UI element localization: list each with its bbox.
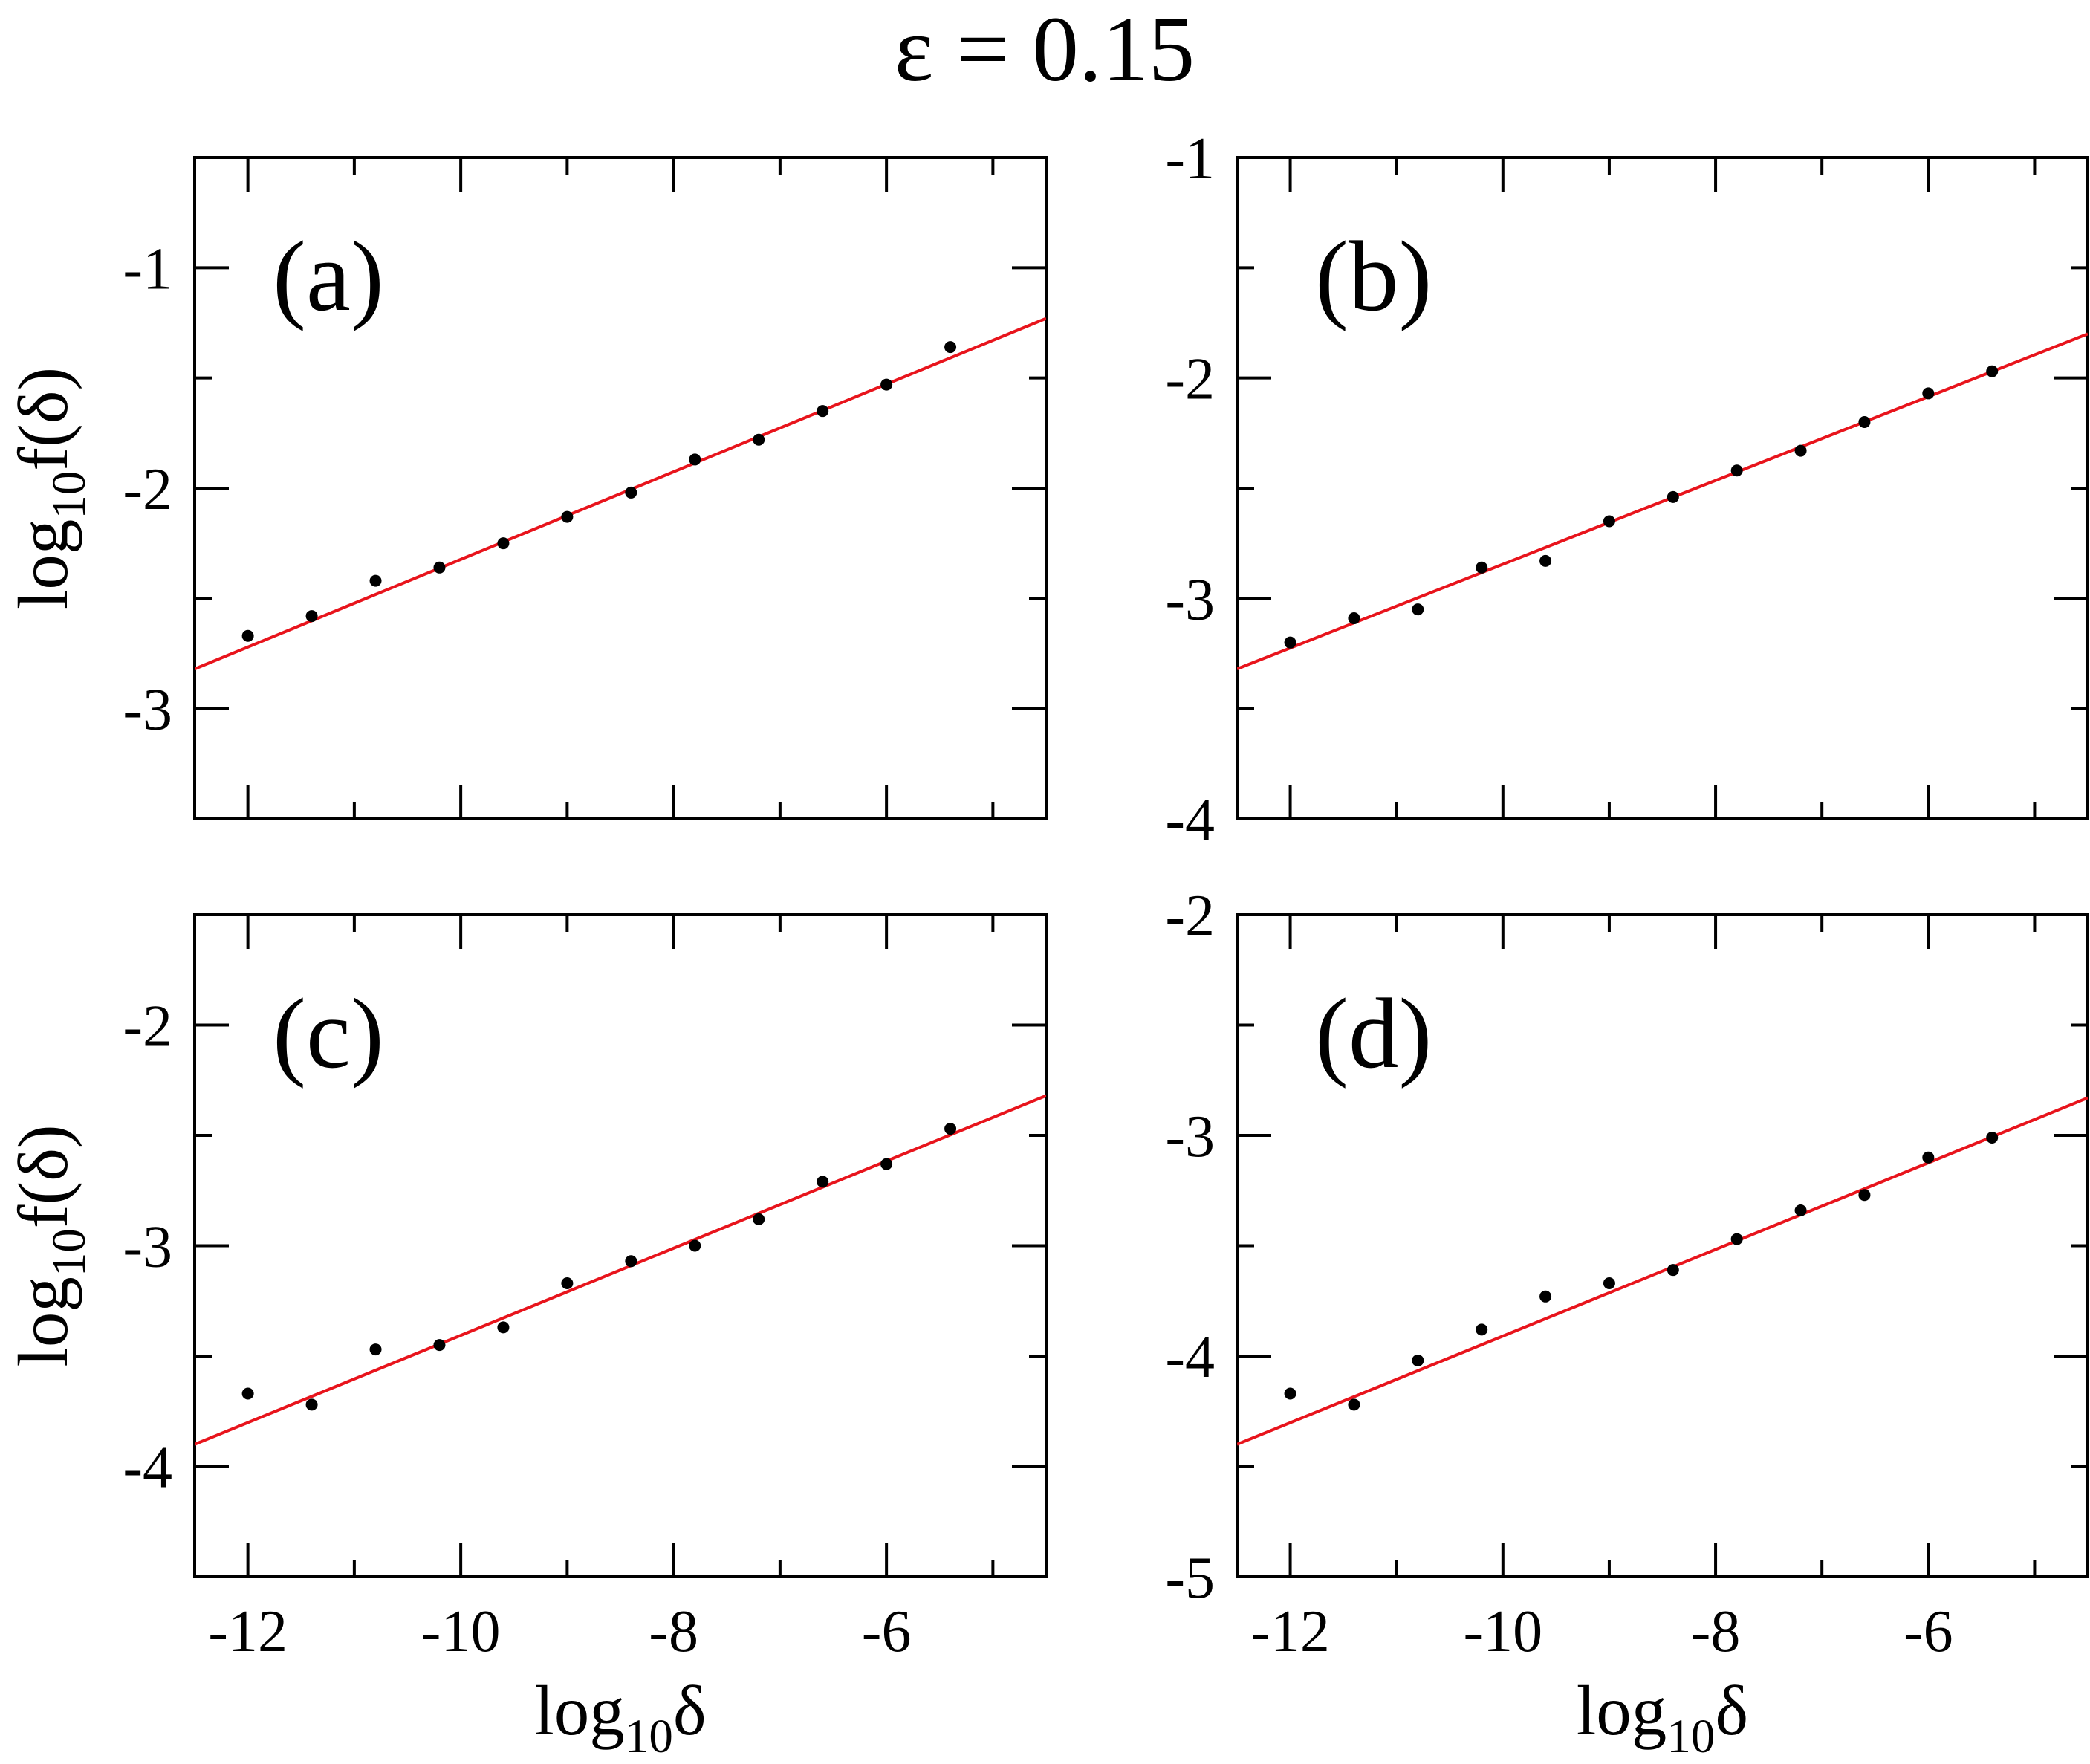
figure-title: ε = 0.15 <box>895 0 1195 101</box>
data-point <box>753 1213 765 1225</box>
panel-label: (a) <box>273 221 384 332</box>
data-point <box>1284 1387 1296 1400</box>
data-point <box>241 1387 254 1400</box>
data-point <box>1603 1277 1615 1289</box>
panel-b: -4 -3 -2 -1 (b) <box>1165 126 2089 853</box>
y-tick-label: -3 <box>1165 567 1215 632</box>
data-point <box>1667 490 1679 503</box>
plot-area <box>1237 1096 2088 1446</box>
data-point <box>1539 1290 1552 1303</box>
x-tick-label: -12 <box>1250 1599 1330 1664</box>
data-point <box>689 1239 701 1252</box>
data-point <box>817 405 829 418</box>
panel-d: -12 -10 -8 -6 -5 -4 -3 -2 (d) log10δ <box>1165 883 2089 1763</box>
y-axis-label: log10f(δ) <box>4 1124 96 1366</box>
data-point <box>433 561 446 574</box>
data-point <box>305 1398 318 1411</box>
y-tick-label: -5 <box>1165 1546 1215 1611</box>
data-point <box>1858 1189 1871 1202</box>
data-point <box>1476 1323 1488 1336</box>
x-axis-label: log10δ <box>1577 1671 1748 1763</box>
panel-c: -12 -10 -8 -6 -4 -3 -2 (c) log10f(δ) log10δ <box>4 913 1048 1763</box>
data-point <box>625 486 637 499</box>
data-point <box>1603 515 1615 528</box>
panel-label: (b) <box>1315 221 1432 332</box>
data-point <box>1986 1131 1999 1144</box>
x-tick-label: -6 <box>862 1599 912 1664</box>
data-point <box>753 433 765 446</box>
fit-line <box>1237 1096 2088 1446</box>
data-point <box>241 629 254 642</box>
x-tick-label: -10 <box>1463 1599 1542 1664</box>
y-tick-label: -2 <box>1165 883 1215 949</box>
y-tick-label: -4 <box>1165 788 1215 853</box>
data-point <box>1922 387 1935 400</box>
data-point <box>561 1277 574 1289</box>
data-point <box>1412 1354 1424 1366</box>
y-tick-label: -4 <box>123 1436 172 1501</box>
fit-line <box>195 317 1046 671</box>
data-point <box>561 510 574 523</box>
fit-line <box>195 1094 1046 1446</box>
x-tick-label: -8 <box>1691 1599 1741 1664</box>
plot-area <box>1237 332 2088 671</box>
plot-area <box>195 317 1046 671</box>
data-point <box>497 537 510 550</box>
data-point <box>817 1176 829 1188</box>
panel-a: -3 -2 -1 (a) log10f(δ) <box>4 156 1048 820</box>
x-axis-label: log10δ <box>534 1671 706 1763</box>
y-tick-label: -1 <box>1165 126 1215 192</box>
y-tick-label: -1 <box>123 236 172 302</box>
y-axis-label: log10f(δ) <box>4 367 96 609</box>
y-tick-label: -4 <box>1165 1325 1215 1390</box>
x-tick-label: -12 <box>208 1599 288 1664</box>
data-point <box>880 378 893 391</box>
y-tick-label: -3 <box>123 678 172 743</box>
data-point <box>1667 1264 1679 1277</box>
data-point <box>1348 1398 1360 1411</box>
data-point <box>1730 1233 1743 1245</box>
data-point <box>433 1339 446 1352</box>
data-point <box>1794 444 1807 457</box>
data-point <box>625 1255 637 1268</box>
data-point <box>1539 554 1552 567</box>
y-tick-label: -3 <box>123 1215 172 1280</box>
data-point <box>1858 416 1871 428</box>
y-tick-label: -2 <box>1165 347 1215 412</box>
panel-label: (c) <box>273 979 384 1089</box>
data-point <box>1794 1204 1807 1216</box>
x-tick-label: -8 <box>649 1599 698 1664</box>
data-point <box>369 574 382 587</box>
data-point <box>1284 636 1296 649</box>
data-point <box>497 1321 510 1334</box>
fit-line <box>1237 332 2088 671</box>
y-tick-label: -2 <box>123 994 172 1060</box>
y-tick-label: -2 <box>123 457 172 522</box>
data-point <box>944 341 957 354</box>
data-point <box>689 453 701 466</box>
data-point <box>1412 603 1424 616</box>
data-point <box>1476 561 1488 574</box>
data-point <box>1730 464 1743 477</box>
plot-area <box>195 1094 1046 1446</box>
x-tick-label: -6 <box>1904 1599 1953 1664</box>
data-point <box>1922 1151 1935 1164</box>
data-point <box>944 1123 957 1135</box>
y-tick-label: -3 <box>1165 1104 1215 1170</box>
data-point <box>880 1158 893 1170</box>
data-point <box>1986 365 1999 377</box>
data-point <box>1348 612 1360 625</box>
data-point <box>369 1343 382 1356</box>
panel-label: (d) <box>1315 979 1432 1089</box>
data-point <box>305 610 318 623</box>
x-tick-label: -10 <box>421 1599 501 1664</box>
